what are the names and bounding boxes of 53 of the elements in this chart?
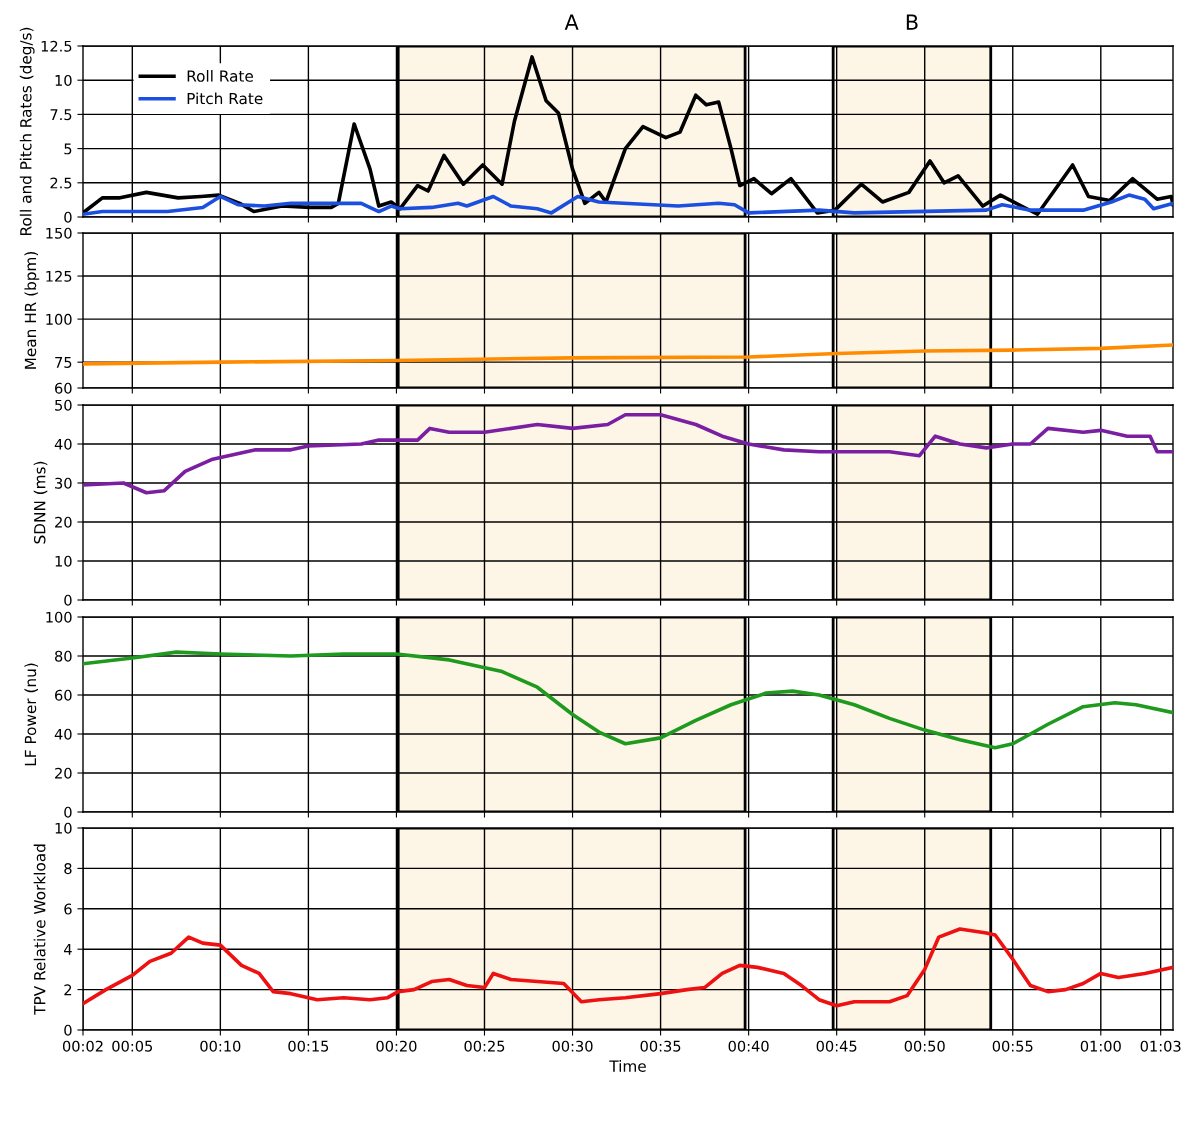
x-tick-label: 01:00 (1080, 1040, 1121, 1052)
y-tick-label: 7.5 (50, 109, 72, 121)
band-label: A (564, 14, 579, 30)
y-tick-label: 12.5 (41, 40, 72, 52)
y-axis-title: Mean HR (bpm) (24, 251, 40, 369)
x-tick-label: 00:35 (640, 1040, 681, 1052)
y-tick-label: 0 (64, 806, 72, 818)
y-tick-label: 20 (55, 516, 72, 528)
y-tick-label: 2 (64, 984, 72, 996)
y-tick-label: 4 (64, 944, 72, 955)
legend-label: Roll Rate (187, 70, 254, 82)
x-axis-title: Time (609, 1060, 646, 1072)
y-tick-label: 80 (55, 650, 72, 662)
y-tick-label: 100 (46, 313, 72, 325)
y-tick-label: 75 (55, 357, 72, 368)
y-tick-label: 125 (46, 270, 72, 282)
y-tick-label: 0 (64, 1024, 72, 1036)
y-tick-label: 6 (64, 903, 72, 915)
y-tick-label: 40 (54, 438, 72, 450)
y-tick-label: 30 (55, 477, 72, 489)
y-tick-label: 20 (55, 767, 72, 779)
x-tick-label: 00:10 (200, 1040, 241, 1052)
y-tick-label: 60 (55, 689, 72, 701)
y-axis-title: LF Power (nu) (24, 663, 39, 766)
y-tick-label: 2.5 (50, 177, 72, 189)
y-tick-label: 100 (46, 611, 72, 623)
x-tick-label: 00:55 (992, 1040, 1033, 1052)
y-tick-label: 8 (64, 863, 72, 875)
x-tick-label: 00:30 (552, 1040, 593, 1052)
y-axis-title: SDNN (ms) (33, 461, 48, 544)
x-tick-label: 00:15 (288, 1040, 329, 1052)
y-tick-label: 5 (64, 143, 72, 155)
band-label: B (906, 14, 918, 30)
x-tick-label: 01:03 (1140, 1040, 1181, 1052)
x-tick-label: 00:25 (464, 1040, 505, 1052)
x-tick-label: 00:05 (112, 1040, 153, 1052)
y-tick-label: 0 (64, 211, 72, 223)
x-tick-label: 00:45 (816, 1040, 857, 1052)
y-tick-label: 60 (55, 382, 72, 394)
x-tick-label: 00:50 (904, 1040, 945, 1052)
y-tick-label: 50 (55, 399, 72, 411)
y-tick-label: 40 (54, 728, 72, 740)
y-axis-title: TPV Relative Workload (33, 844, 46, 1015)
x-tick-label: 00:02 (62, 1040, 103, 1052)
x-tick-label: 00:40 (728, 1040, 769, 1052)
y-tick-label: 10 (55, 555, 72, 567)
y-tick-label: 10 (55, 74, 72, 86)
y-axis-title: Roll and Pitch Rates (deg/s) (19, 27, 35, 235)
y-tick-label: 10 (55, 822, 72, 834)
legend-label: Pitch Rate (187, 92, 263, 105)
x-tick-label: 00:20 (376, 1040, 417, 1052)
y-tick-label: 0 (64, 594, 72, 606)
y-tick-label: 150 (46, 227, 72, 239)
